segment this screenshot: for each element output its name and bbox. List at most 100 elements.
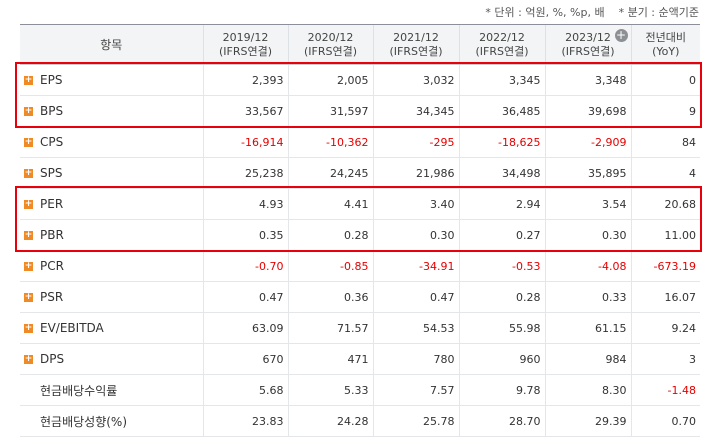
value-cell: 4.41 xyxy=(287,188,373,220)
value-cell: 0.47 xyxy=(372,281,459,313)
row-label-cell: + PER xyxy=(20,188,203,220)
expand-button[interactable]: + xyxy=(24,199,33,209)
data-row: + PBR 0.35 0.28 0.30 0.27 0.30 11.00 xyxy=(20,219,700,251)
value-cell: -34.91 xyxy=(372,250,459,282)
row-label-cell: 현금배당수익률 xyxy=(20,374,203,406)
value-cell: 28.70 xyxy=(458,405,545,437)
value-cell: 0.33 xyxy=(544,281,631,313)
value-cell: 2.94 xyxy=(458,188,545,220)
value-cell: 471 xyxy=(287,343,373,375)
yoy-cell: -1.48 xyxy=(630,374,700,406)
value-cell: -0.70 xyxy=(202,250,288,282)
row-label: BPS xyxy=(40,104,64,118)
highlight-box xyxy=(15,62,702,128)
value-cell: -2,909 xyxy=(544,126,631,158)
value-cell: 984 xyxy=(544,343,631,375)
period: 2019/12 xyxy=(222,30,269,44)
row-label: 현금배당수익률 xyxy=(40,383,118,398)
value-cell: 21,986 xyxy=(372,157,459,189)
value-cell: 71.57 xyxy=(287,312,373,344)
row-label-cell: + EV/EBITDA xyxy=(20,312,203,344)
yoy-title: 전년대비 xyxy=(645,30,686,44)
expand-button[interactable]: + xyxy=(24,75,33,85)
expand-button[interactable]: + xyxy=(24,137,33,147)
row-label-cell: + PSR xyxy=(20,281,203,313)
value-cell: 0.30 xyxy=(372,219,459,251)
yoy-cell: 3 xyxy=(630,343,700,375)
basis: (IFRS연결) xyxy=(475,44,529,58)
basis: (IFRS연결) xyxy=(218,44,273,58)
data-row: 현금배당수익률 5.68 5.33 7.57 9.78 8.30 -1.48 xyxy=(20,374,700,406)
row-label-cell: + PCR xyxy=(20,250,203,282)
row-label-cell: + CPS xyxy=(20,126,203,158)
value-cell: 35,895 xyxy=(544,157,631,189)
value-cell: -4.08 xyxy=(544,250,631,282)
header-period: 2021/12 (IFRS연결) xyxy=(372,24,459,65)
row-label: PER xyxy=(40,197,64,211)
quarter-note: * 분기 : 순액기준 xyxy=(618,6,699,19)
period: 2021/12 xyxy=(393,30,439,44)
data-row: + PSR 0.47 0.36 0.47 0.28 0.33 16.07 xyxy=(20,281,700,313)
value-cell: 7.57 xyxy=(372,374,459,406)
value-cell: 0.27 xyxy=(458,219,545,251)
value-cell: 36,485 xyxy=(458,95,545,127)
expand-button[interactable]: + xyxy=(24,292,33,302)
value-cell: 2,005 xyxy=(287,64,373,96)
basis: (IFRS연결) xyxy=(389,44,443,58)
expand-button[interactable]: + xyxy=(24,168,33,178)
expand-button[interactable]: + xyxy=(24,261,33,271)
value-cell: 25,238 xyxy=(202,157,288,189)
header-yoy: 전년대비 (YoY) xyxy=(630,24,700,65)
yoy-cell: 9.24 xyxy=(630,312,700,344)
header-row: 항목 2019/12 (IFRS연결) 2020/12 (IFRS연결) 2021/12(… xyxy=(20,24,700,65)
row-label: EV/EBITDA xyxy=(40,321,104,335)
value-cell: 61.15 xyxy=(544,312,631,344)
header-period: 2020/12 (IFRS연결) xyxy=(287,24,373,65)
expand-button[interactable]: + xyxy=(24,230,33,240)
value-cell: 0.35 xyxy=(202,219,288,251)
value-cell: 5.33 xyxy=(287,374,373,406)
data-row: + SPS 25,238 24,245 21,986 34,498 35,895 4 xyxy=(20,157,700,189)
data-row: + BPS 33,567 31,597 34,345 36,485 39,698 9 xyxy=(20,95,700,127)
expand-button[interactable]: + xyxy=(24,106,33,116)
header-period: 2022/12 (IFRS연결) xyxy=(458,24,545,65)
value-cell: 670 xyxy=(202,343,288,375)
expand-button[interactable]: + xyxy=(24,323,33,333)
table-body: + EPS 2,393 2,005 3,032 3,345 3,348 0 + BPS 33,567… xyxy=(20,64,700,437)
value-cell: 29.39 xyxy=(544,405,631,437)
value-cell: 5.68 xyxy=(202,374,288,406)
value-cell: 9.78 xyxy=(458,374,545,406)
value-cell: 0.30 xyxy=(544,219,631,251)
value-cell: 55.98 xyxy=(458,312,545,344)
data-row: + CPS -16,914 -10,362 -295 -18,625 -2,909 84 xyxy=(20,126,700,158)
value-cell: 960 xyxy=(458,343,545,375)
data-row: + DPS 670 471 780 960 984 3 xyxy=(20,343,700,375)
yoy-sub: (YoY) xyxy=(652,44,680,58)
yoy-cell: 0 xyxy=(630,64,700,96)
data-row: + PER 4.93 4.41 3.40 2.94 3.54 20.68 xyxy=(20,188,700,220)
yoy-cell: 16.07 xyxy=(630,281,700,313)
value-cell: 34,498 xyxy=(458,157,545,189)
yoy-cell: 4 xyxy=(630,157,700,189)
expand-button[interactable]: + xyxy=(24,354,33,364)
row-label: CPS xyxy=(40,135,64,149)
value-cell: 3,348 xyxy=(544,64,631,96)
value-cell: -295 xyxy=(372,126,459,158)
yoy-cell: -673.19 xyxy=(630,250,700,282)
data-row: + PCR -0.70 -0.85 -34.91 -0.53 -4.08 -673.19 xyxy=(20,250,700,282)
value-cell: 63.09 xyxy=(202,312,288,344)
value-cell: 0.28 xyxy=(458,281,545,313)
value-cell: 39,698 xyxy=(544,95,631,127)
row-label-cell: 현금배당성향(%) xyxy=(20,405,203,437)
value-cell: -10,362 xyxy=(287,126,373,158)
value-cell: 0.36 xyxy=(287,281,373,313)
row-label: EPS xyxy=(40,73,63,87)
row-label: DPS xyxy=(40,352,65,366)
header-period: 2023/12 (IFRS연결) + xyxy=(544,24,631,65)
period: 2023/12 xyxy=(565,30,611,44)
more-periods-button[interactable]: + xyxy=(614,28,628,42)
basis: (IFRS연결) xyxy=(303,44,358,58)
highlight-box xyxy=(15,186,702,252)
value-cell: 0.28 xyxy=(287,219,373,251)
